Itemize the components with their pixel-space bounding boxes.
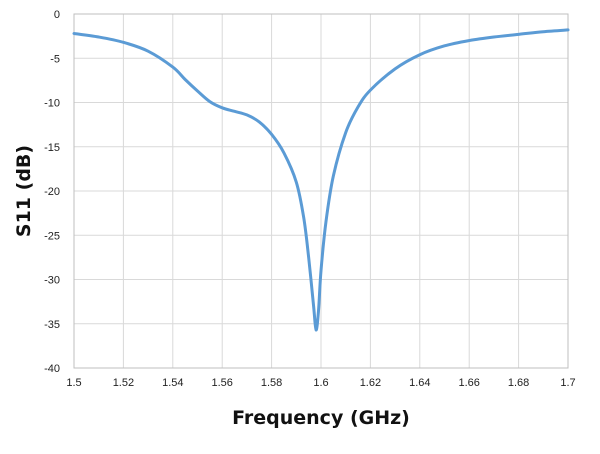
x-tick-label: 1.64 — [409, 377, 430, 389]
x-tick-label: 1.58 — [261, 377, 282, 389]
x-axis-title: Frequency (GHz) — [232, 407, 410, 429]
x-tick-label: 1.7 — [560, 377, 575, 389]
x-tick-label: 1.6 — [313, 377, 328, 389]
x-tick-label: 1.56 — [211, 377, 232, 389]
y-tick-label: -15 — [44, 142, 60, 154]
x-tick-label: 1.5 — [66, 377, 81, 389]
y-tick-label: -10 — [44, 98, 60, 110]
gridlines — [73, 13, 569, 369]
y-tick-label: -35 — [44, 319, 60, 331]
x-tick-label: 1.54 — [162, 377, 183, 389]
x-tick-label: 1.52 — [113, 377, 134, 389]
y-axis-title: S11 (dB) — [13, 145, 35, 237]
y-tick-label: -40 — [44, 363, 60, 375]
y-axis-tick-labels: 0 -5 -10 -15 -20 -25 -30 -35 -40 — [44, 9, 60, 375]
y-tick-label: -25 — [44, 230, 60, 242]
y-tick-label: -20 — [44, 186, 60, 198]
x-tick-label: 1.66 — [458, 377, 479, 389]
s11-series-line — [72, 28, 570, 332]
y-tick-label: -30 — [44, 275, 60, 287]
y-tick-label: 0 — [54, 9, 60, 21]
x-tick-label: 1.68 — [508, 377, 529, 389]
x-axis-tick-labels: 1.5 1.52 1.54 1.56 1.58 1.6 1.62 1.64 1.66 1.68 1.… — [66, 377, 575, 389]
y-tick-label: -5 — [50, 53, 60, 65]
plot-area-border — [73, 13, 569, 369]
x-tick-label: 1.62 — [360, 377, 381, 389]
